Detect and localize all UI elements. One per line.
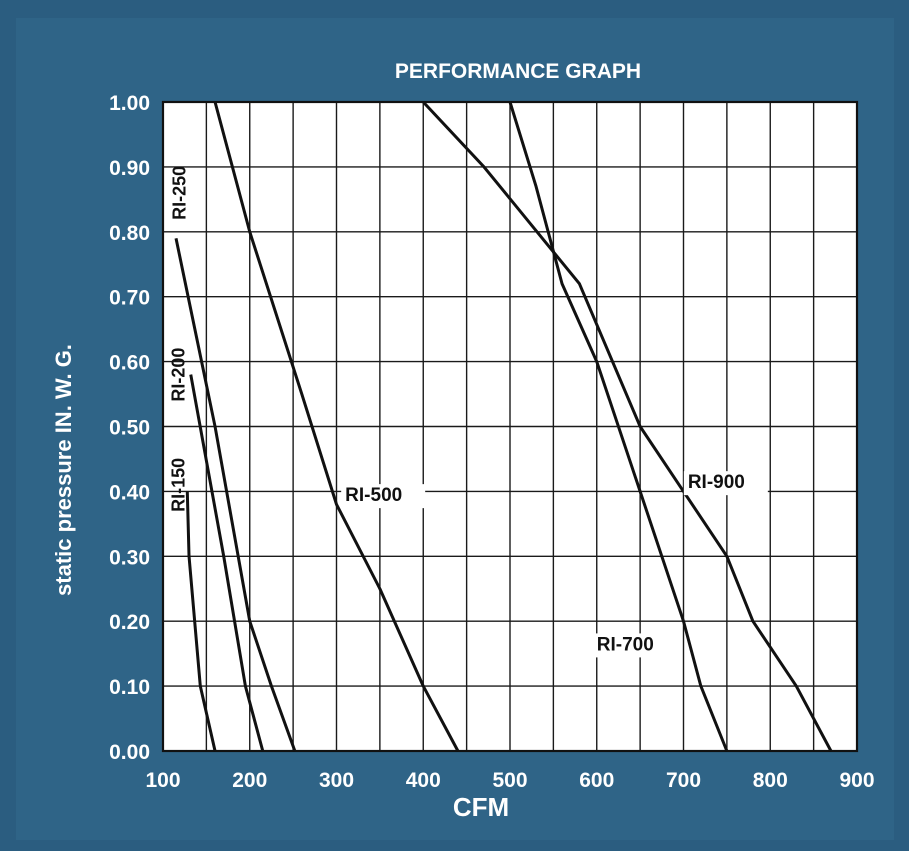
x-tick-label: 200 <box>232 769 267 792</box>
y-tick-label: 0.40 <box>109 481 150 504</box>
series-line-ri-900 <box>422 100 833 752</box>
x-tick-label: 800 <box>753 769 788 792</box>
x-tick-label: 700 <box>666 769 701 792</box>
series-label-bg <box>683 471 768 496</box>
x-tick-label: 100 <box>145 769 180 792</box>
series-labels: RI-150 RI-200 RI-250 RI-500 RI-700 RI-900 <box>169 166 768 658</box>
series-label: RI-200 <box>169 348 189 402</box>
y-tick-label: 0.70 <box>109 287 150 310</box>
y-tick-label: 0.10 <box>109 676 150 699</box>
series-label: RI-500 <box>345 485 402 506</box>
series-line-ri-250 <box>174 237 297 752</box>
x-tick-label: 600 <box>579 769 614 792</box>
y-tick-label: 0.50 <box>109 417 150 440</box>
series-lines <box>174 100 833 752</box>
y-axis-label: static pressure IN. W. G. <box>51 344 76 596</box>
y-tick-labels: 0.00 0.10 0.20 0.30 0.40 0.50 0.60 0.70 0.80 0.90… <box>109 92 150 764</box>
x-tick-label: 400 <box>406 769 441 792</box>
series-line-ri-700 <box>508 101 729 752</box>
y-tick-label: 0.30 <box>109 546 150 569</box>
series-label: RI-250 <box>170 166 190 220</box>
y-tick-label: 0.20 <box>109 611 150 634</box>
y-tick-label: 0.60 <box>109 352 150 375</box>
y-tick-label: 0.00 <box>109 741 150 764</box>
series-label-bg <box>592 633 677 658</box>
series-line-ri-200 <box>189 374 265 752</box>
series-label: RI-700 <box>597 634 654 655</box>
x-axis-label: CFM <box>453 792 509 822</box>
x-tick-label: 900 <box>839 769 874 792</box>
x-tick-label: 300 <box>319 769 354 792</box>
y-tick-label: 0.90 <box>109 157 150 180</box>
series-label-bg <box>341 484 426 509</box>
series-label: RI-900 <box>688 472 745 493</box>
y-tick-label: 1.00 <box>109 92 150 115</box>
x-tick-label: 500 <box>492 769 527 792</box>
series-label: RI-150 <box>169 458 189 512</box>
series-line-ri-500 <box>213 101 460 752</box>
x-tick-labels: 100 200 300 400 500 600 700 800 900 <box>145 769 874 792</box>
y-tick-label: 0.80 <box>109 222 150 245</box>
chart-title: PERFORMANCE GRAPH <box>395 60 641 83</box>
series-line-ri-150 <box>185 491 217 752</box>
